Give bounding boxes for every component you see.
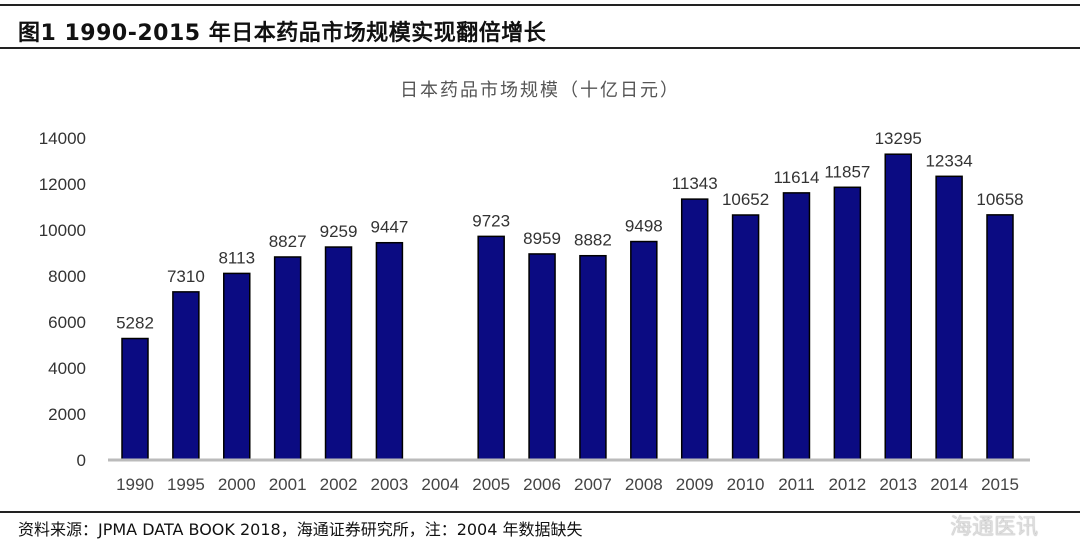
y-tick-label: 14000 (39, 129, 86, 148)
data-label-1995: 7310 (167, 267, 205, 286)
bar-2002 (324, 246, 353, 461)
x-tick-label: 2003 (370, 475, 408, 494)
chart-title: 日本药品市场规模（十亿日元） (400, 80, 680, 101)
watermark: 海通医讯 (950, 515, 1039, 540)
x-tick-label: 1995 (167, 475, 205, 494)
x-tick-label: 2007 (574, 475, 612, 494)
x-tick-label: 2011 (778, 475, 815, 494)
data-label-2013: 13295 (875, 129, 922, 148)
bottom-rule (0, 511, 1080, 513)
x-tick-label: 2001 (269, 475, 307, 494)
data-label-2007: 8882 (574, 231, 612, 250)
bar-2011 (782, 192, 811, 461)
data-label-2002: 9259 (320, 222, 358, 241)
x-tick-label: 2014 (930, 475, 968, 494)
figure-title: 图1 1990-2015 年日本药品市场规模实现翻倍增长 (18, 21, 547, 46)
data-label-2008: 9498 (625, 217, 663, 236)
y-tick-label: 2000 (48, 405, 86, 424)
bar-2014 (935, 175, 963, 461)
x-axis: 1990 1995 2000 2001 2002 2003 2004 2005 2006 2007… (116, 475, 1019, 494)
data-label-1990: 5282 (116, 314, 154, 333)
data-label-2001: 8827 (269, 232, 307, 251)
y-tick-label: 0 (77, 451, 86, 470)
x-tick-label: 1990 (116, 475, 154, 494)
data-label-2003: 9447 (370, 218, 408, 237)
bar-1990 (121, 337, 149, 461)
data-label-2005: 9723 (472, 211, 510, 230)
x-tick-label: 2009 (676, 475, 714, 494)
x-tick-label: 2006 (523, 475, 561, 494)
data-label-2006: 8959 (523, 229, 561, 248)
y-tick-label: 6000 (48, 313, 86, 332)
top-rule (0, 4, 1080, 6)
data-label-2012: 11857 (824, 162, 870, 181)
title-rule (0, 47, 1080, 49)
bar-2001 (273, 256, 302, 461)
data-label-2011: 11614 (773, 168, 819, 187)
bar-2003 (375, 241, 404, 461)
bar-2005 (477, 235, 505, 461)
x-tick-label: 2002 (320, 475, 358, 494)
y-tick-label: 4000 (48, 359, 86, 378)
bar-2006 (528, 253, 556, 461)
x-tick-label: 2004 (421, 475, 459, 494)
x-tick-label: 2015 (981, 475, 1019, 494)
data-label-2000: 8113 (218, 248, 255, 267)
x-tick-label: 2012 (828, 475, 866, 494)
y-tick-label: 12000 (39, 175, 86, 194)
y-tick-label: 10000 (39, 221, 86, 240)
bar-2000 (223, 272, 251, 461)
x-tick-label: 2000 (218, 475, 256, 494)
x-tick-label: 2010 (727, 475, 765, 494)
source-note: 资料来源：JPMA DATA BOOK 2018，海通证券研究所，注：2004 … (18, 520, 583, 539)
bar-2010 (731, 214, 760, 461)
bar-2013 (884, 153, 912, 461)
bar-2009 (680, 198, 709, 461)
data-label-2014: 12334 (925, 151, 972, 170)
bar-2012 (833, 186, 862, 461)
data-label-2009: 11343 (672, 174, 718, 193)
y-tick-label: 8000 (48, 267, 86, 286)
x-tick-label: 2005 (472, 475, 510, 494)
data-label-2015: 10658 (976, 190, 1023, 209)
bar-2007 (579, 254, 607, 461)
x-tick-label: 2013 (879, 475, 917, 494)
x-tick-label: 2008 (625, 475, 663, 494)
data-label-2010: 10652 (722, 190, 769, 209)
bar-1995 (172, 291, 200, 461)
bars: 5282 7310 8113 8827 9259 9447 9723 8959 8882 9498… (116, 129, 1024, 461)
bar-2008 (630, 240, 658, 461)
y-axis: 0 2000 4000 6000 8000 10000 12000 14000 (39, 129, 86, 470)
bar-2015 (986, 214, 1014, 461)
